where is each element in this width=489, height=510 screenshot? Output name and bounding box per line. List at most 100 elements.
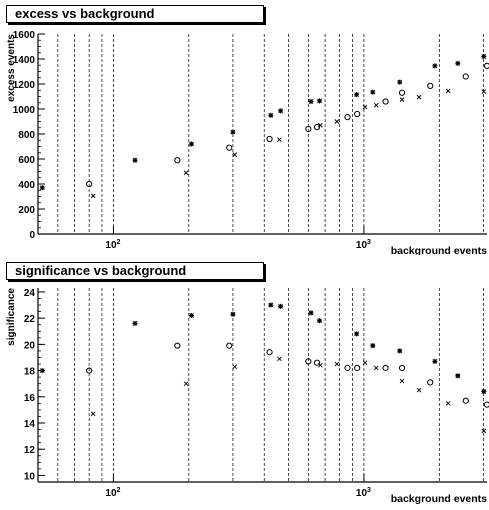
data-point-cross — [232, 364, 238, 369]
data-point-circle — [226, 342, 233, 349]
data-point-cross — [416, 387, 422, 393]
data-point-star — [189, 141, 195, 147]
data-point-star — [317, 318, 323, 324]
data-point-star — [370, 343, 376, 349]
y-axis-label: significance — [6, 288, 17, 346]
data-point-star — [308, 99, 314, 104]
x-tick-label: 103 — [356, 239, 371, 251]
data-point-circle — [398, 364, 406, 372]
data-point-cross — [232, 152, 238, 157]
data-point-star — [481, 54, 487, 59]
x-axis-label: background events — [391, 493, 487, 505]
data-point-circle — [174, 157, 181, 164]
data-point-cross — [416, 94, 422, 100]
data-point-circle — [462, 73, 469, 80]
data-point-cross — [373, 102, 379, 108]
data-point-cross — [334, 361, 340, 367]
data-point-cross — [399, 378, 405, 384]
y-tick-label: 600 — [18, 155, 35, 166]
data-point-circle — [344, 114, 351, 121]
data-point-circle — [266, 349, 273, 356]
data-point-star — [230, 311, 236, 317]
y-tick-label: 16 — [24, 393, 36, 404]
chart-title: excess vs background — [6, 5, 264, 23]
y-tick-label: 22 — [24, 314, 36, 325]
data-point-circle — [483, 401, 489, 408]
data-point-star — [132, 157, 138, 163]
data-point-cross — [481, 428, 487, 434]
data-point-star — [481, 389, 487, 395]
data-point-circle — [86, 367, 93, 374]
data-point-circle — [427, 82, 434, 89]
data-point-cross — [334, 119, 340, 124]
data-point-star — [39, 185, 45, 191]
data-point-cross — [445, 401, 451, 406]
data-point-circle — [462, 397, 469, 404]
data-point-cross — [362, 104, 368, 110]
y-tick-label: 10 — [24, 471, 36, 482]
y-tick-label: 24 — [24, 288, 36, 299]
y-tick-label: 400 — [18, 180, 35, 191]
y-tick-label: 12 — [24, 445, 36, 456]
data-point-star — [317, 98, 323, 104]
data-point-star — [432, 63, 438, 69]
data-point-circle — [382, 364, 389, 372]
data-point-star — [132, 320, 138, 326]
data-point-cross — [277, 137, 282, 142]
chart-title: significance vs background — [6, 262, 264, 280]
y-tick-label: 1600 — [13, 30, 36, 41]
data-point-circle — [344, 364, 351, 372]
data-point-circle — [305, 125, 312, 133]
data-point-circle — [313, 124, 321, 131]
excess-panel: excess vs background 0 200 400 600 800 1000 12… — [6, 5, 489, 255]
x-axis-label: background events — [391, 245, 487, 255]
data-point-star — [354, 331, 360, 337]
significance-chart: 10 12 14 16 18 20 22 24 102 103 background events s… — [6, 288, 489, 505]
data-point-cross — [183, 381, 189, 387]
excess-chart: 0 200 400 600 800 1000 1200 1400 1600 102 103 backg… — [6, 30, 489, 255]
y-tick-label: 1400 — [13, 55, 36, 66]
x-tick-label: 102 — [105, 239, 120, 251]
data-point-star — [189, 313, 195, 319]
data-point-cross — [373, 365, 379, 371]
y-tick-label: 1200 — [13, 80, 36, 91]
data-point-circle — [266, 135, 273, 143]
data-point-star — [432, 358, 438, 364]
data-point-star — [278, 303, 284, 309]
data-point-circle — [427, 379, 434, 386]
data-point-star — [455, 60, 461, 66]
y-tick-label: 1000 — [13, 105, 36, 116]
data-point-star — [397, 348, 403, 354]
data-point-cross — [445, 88, 451, 94]
data-point-circle — [398, 89, 406, 96]
x-tick-label: 103 — [356, 487, 371, 499]
y-axis-label: excess events — [6, 34, 17, 102]
significance-panel: significance vs background 10 12 14 16 18 20 2… — [0, 255, 489, 510]
data-point-circle — [354, 110, 361, 118]
data-point-star — [278, 108, 284, 114]
data-point-star — [308, 310, 314, 316]
data-point-cross — [399, 97, 405, 102]
data-point-cross — [362, 360, 368, 366]
data-point-star — [370, 89, 376, 95]
data-point-star — [39, 368, 45, 374]
y-tick-label: 0 — [29, 230, 35, 241]
data-point-star — [268, 112, 274, 118]
data-point-circle — [174, 342, 181, 349]
data-point-cross — [183, 170, 189, 176]
y-tick-label: 200 — [18, 205, 35, 216]
data-point-cross — [481, 89, 487, 94]
data-point-star — [230, 129, 236, 135]
x-tick-label: 102 — [105, 487, 120, 499]
data-point-circle — [483, 62, 489, 69]
data-point-circle — [226, 144, 233, 151]
data-point-circle — [354, 364, 361, 372]
data-point-cross — [90, 193, 96, 199]
data-point-star — [354, 92, 360, 98]
data-point-cross — [90, 411, 96, 417]
data-point-cross — [318, 363, 323, 368]
data-point-circle — [305, 358, 312, 365]
data-point-star — [268, 302, 274, 308]
data-point-circle — [382, 98, 389, 105]
data-point-cross — [318, 122, 323, 128]
